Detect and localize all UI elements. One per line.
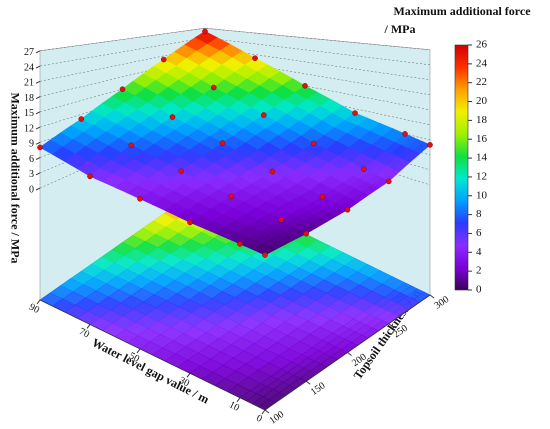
data-point — [187, 219, 193, 226]
data-point — [427, 142, 433, 148]
colorbar-tick-label: 22 — [476, 76, 487, 88]
data-point — [237, 241, 243, 247]
x-tick — [186, 373, 191, 378]
colorbar-tick-label: 12 — [476, 170, 487, 182]
x-tick-label: 10 — [227, 399, 241, 413]
x-tick — [86, 324, 91, 329]
z-tick-label: 0 — [29, 184, 34, 195]
colorbar-tick-label: 10 — [476, 189, 488, 201]
data-point — [78, 116, 85, 122]
data-point — [302, 83, 308, 89]
x-tick — [136, 348, 141, 354]
data-point — [303, 230, 310, 237]
y-tick-label: 300 — [433, 294, 452, 312]
z-axis-label: Maximum additional force / MPa — [8, 92, 22, 263]
z-tick-label: 21 — [24, 78, 34, 89]
y-tick-label: 100 — [268, 409, 287, 427]
z-tick-label: 12 — [24, 123, 34, 134]
z-tick — [35, 126, 41, 130]
data-point — [87, 173, 93, 180]
x-tick-label: 90 — [27, 302, 41, 316]
data-point — [360, 166, 367, 172]
z-tick-label: 3 — [29, 169, 34, 180]
z-tick-label: 18 — [24, 93, 34, 104]
x-tick-label: 30 — [177, 375, 191, 389]
colorbar-title: / MPa — [384, 22, 416, 36]
colorbar-title: Maximum additional force — [393, 4, 531, 18]
data-point — [160, 56, 167, 63]
z-tick-label: 9 — [29, 139, 34, 150]
data-point — [169, 114, 176, 120]
z-tick — [35, 80, 41, 84]
data-point — [278, 216, 285, 223]
colorbar-tick-label: 4 — [476, 246, 482, 258]
data-point — [178, 168, 185, 174]
y-tick-label: 150 — [309, 380, 328, 398]
z-tick — [35, 50, 41, 54]
data-point — [128, 142, 135, 149]
z-tick — [35, 172, 41, 176]
data-point — [310, 140, 317, 147]
z-tick — [35, 141, 41, 145]
z-tick — [35, 157, 41, 161]
data-point — [210, 84, 217, 91]
z-tick — [35, 96, 41, 100]
data-point — [37, 144, 43, 151]
colorbar-tick-label: 6 — [476, 227, 482, 239]
z-tick — [35, 65, 41, 69]
colorbar-tick-label: 0 — [476, 284, 482, 296]
z-tick-label: 15 — [24, 108, 34, 119]
colorbar-tick-label: 24 — [476, 57, 488, 69]
data-point — [219, 140, 226, 146]
data-point — [262, 252, 268, 258]
data-point — [252, 55, 258, 62]
data-point — [260, 112, 267, 118]
y-tick — [305, 380, 311, 385]
data-point — [202, 28, 208, 35]
data-point — [319, 193, 326, 200]
z-tick-label: 27 — [24, 47, 34, 58]
y-tick — [347, 352, 352, 356]
colorbar-tick-label: 2 — [476, 265, 482, 277]
x-tick-label: 50 — [127, 351, 141, 365]
grid-line — [39, 27, 431, 52]
z-tick-label: 6 — [29, 154, 34, 165]
colorbar-tick-label: 14 — [476, 152, 488, 164]
data-point — [137, 195, 143, 202]
x-tick-label: 70 — [77, 326, 91, 340]
x-tick — [36, 299, 41, 305]
x-tick-label: 0 — [254, 413, 263, 425]
data-point — [385, 178, 392, 185]
colorbar-tick-label: 8 — [476, 208, 482, 220]
colorbar — [454, 44, 469, 291]
data-point — [344, 206, 351, 213]
colorbar-tick-label: 16 — [476, 133, 488, 145]
y-tick — [264, 409, 270, 414]
data-point — [119, 86, 126, 93]
y-tick — [388, 323, 394, 328]
x-tick — [261, 409, 266, 415]
z-tick — [35, 187, 41, 191]
z-tick-label: 24 — [24, 62, 34, 73]
y-tick — [429, 294, 435, 299]
data-point — [352, 110, 358, 116]
grid-line — [39, 66, 431, 113]
colorbar-tick-label: 18 — [476, 114, 488, 126]
colorbar-tick-label: 26 — [476, 39, 488, 51]
surface-patch — [258, 246, 276, 256]
colorbar-tick-label: 20 — [476, 95, 488, 107]
data-point — [269, 168, 276, 175]
x-tick — [236, 397, 241, 403]
data-point — [228, 193, 235, 200]
data-point — [402, 131, 408, 137]
z-tick — [35, 111, 41, 115]
